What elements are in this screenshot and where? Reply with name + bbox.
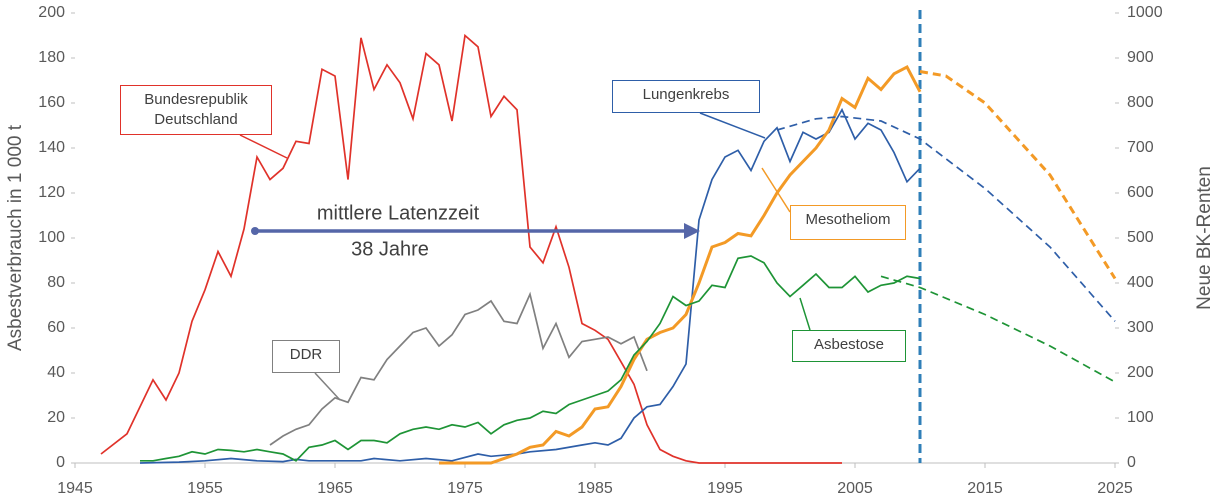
projection-line [880,275,1116,383]
y2-tick-label: 400 [1127,274,1154,291]
callout-leader [699,112,766,139]
projection-line [919,70,1117,280]
x-tick-label: 2025 [1097,480,1133,497]
y-tick-label: 160 [38,94,65,111]
x-tick-label: 2015 [967,480,1003,497]
arrow-head [684,223,700,239]
y2-tick-label: 0 [1127,454,1136,471]
series-line [139,107,921,464]
y-tick-label: 120 [38,184,65,201]
annotation: mittlere Latenzzeit [317,202,480,224]
projection-line [776,115,1116,322]
y-tick-label: 180 [38,49,65,66]
series-line [269,291,648,446]
series-line [439,64,922,465]
y2-tick-label: 300 [1127,319,1154,336]
y2-axis-label: Neue BK-Renten [1194,166,1215,310]
x-tick-label: 1995 [707,480,743,497]
y2-tick-label: 100 [1127,409,1154,426]
annotation: 38 Jahre [351,238,429,260]
x-tick-label: 1985 [577,480,613,497]
x-tick-label: 1955 [187,480,223,497]
y2-tick-label: 1000 [1127,4,1163,21]
callout-leader [799,297,811,331]
y-axis-label: Asbestverbrauch in 1 000 t [5,124,26,351]
callout-leader [314,372,341,401]
y-tick-label: 20 [47,409,65,426]
x-tick-label: 1965 [317,480,353,497]
series-label: Asbestose [792,330,906,362]
series-label: Lungenkrebs [612,80,760,113]
y2-tick-label: 600 [1127,184,1154,201]
x-tick-label: 2005 [837,480,873,497]
y-tick-label: 60 [47,319,65,336]
series-label: DDR [272,340,340,373]
y2-tick-label: 800 [1127,94,1154,111]
y-tick-label: 80 [47,274,65,291]
y2-tick-label: 200 [1127,364,1154,381]
series-line [140,255,921,462]
callout-leader [761,167,791,213]
series-label: Bundesrepublik Deutschland [120,85,272,135]
y2-tick-label: 700 [1127,139,1154,156]
y-tick-label: 0 [56,454,65,471]
y-tick-label: 200 [38,4,65,21]
y-tick-label: 140 [38,139,65,156]
series-label: Mesotheliom [790,205,906,240]
series-line [100,33,842,464]
y2-tick-label: 500 [1127,229,1154,246]
callout-leader [239,134,288,159]
x-tick-label: 1975 [447,480,483,497]
y2-tick-label: 900 [1127,49,1154,66]
x-tick-label: 1945 [57,480,93,497]
y-tick-label: 100 [38,229,65,246]
y-tick-label: 40 [47,364,65,381]
